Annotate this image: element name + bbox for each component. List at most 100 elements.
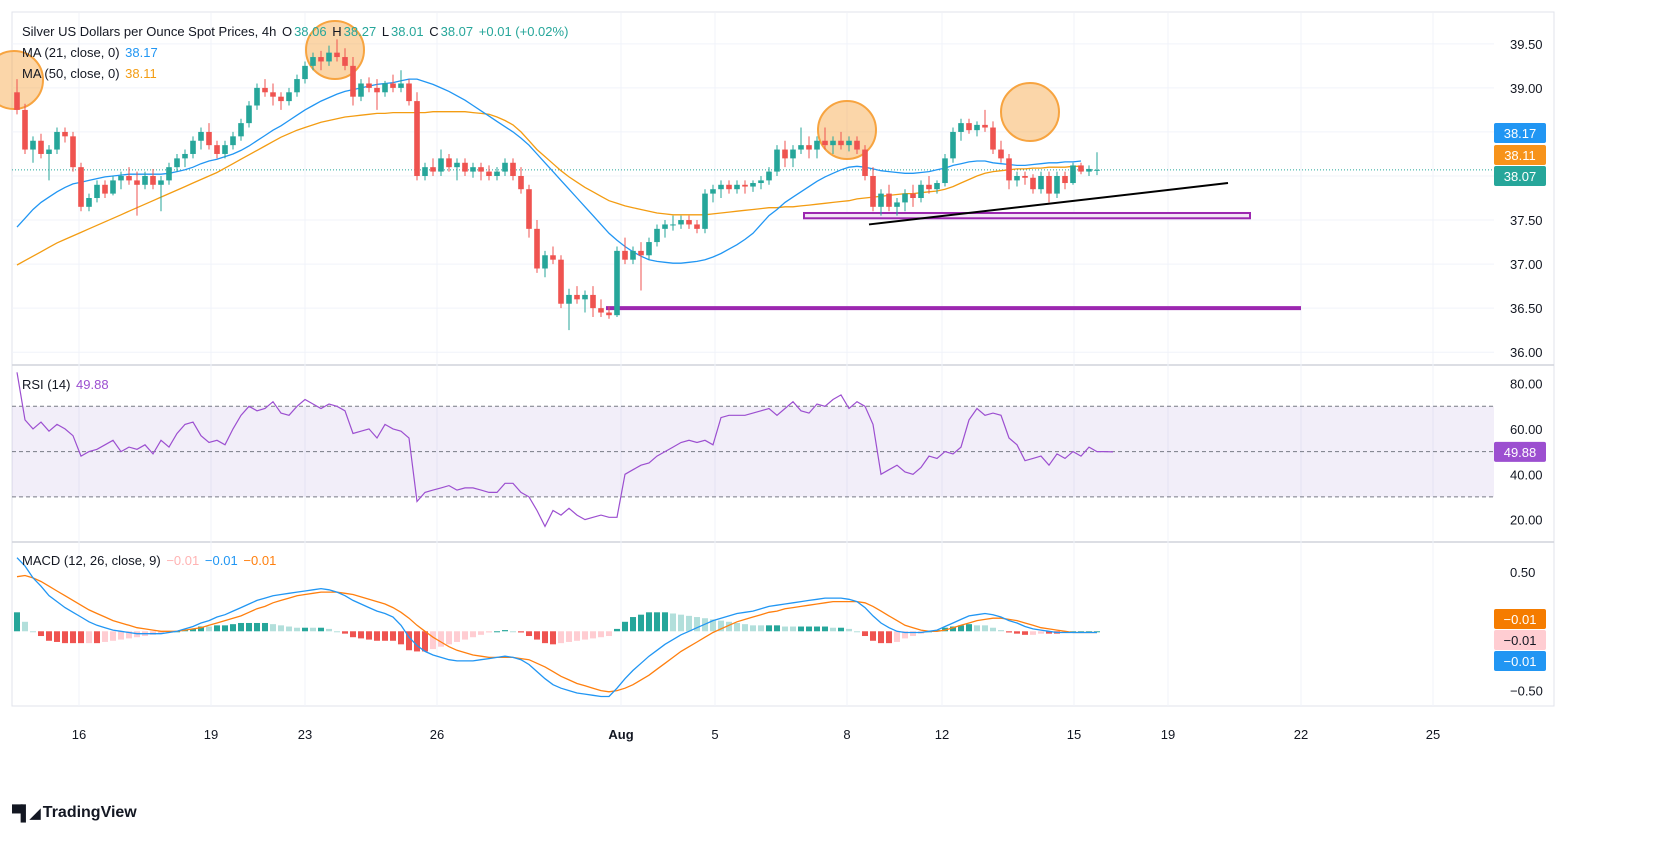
candle — [110, 180, 116, 194]
ma50-legend[interactable]: MA (50, close, 0) 38.11 — [22, 66, 159, 81]
candle — [750, 183, 756, 187]
candle — [342, 57, 348, 66]
macd-histogram-bar — [862, 631, 868, 637]
candle — [462, 162, 468, 172]
candle — [926, 184, 932, 190]
rsi-value: 49.88 — [76, 377, 109, 392]
candle — [782, 149, 788, 159]
macd-line — [16, 557, 1097, 698]
candle — [406, 83, 412, 102]
candle — [358, 83, 364, 97]
candle — [502, 162, 508, 172]
macd-histogram-bar — [798, 626, 804, 632]
macd-line-value: −0.01 — [204, 553, 238, 568]
macd-histogram-bar — [958, 625, 964, 632]
macd-histogram-bar — [598, 631, 604, 638]
candle — [734, 184, 740, 190]
candle — [1022, 175, 1028, 178]
macd-histogram-bar — [334, 631, 340, 633]
macd-histogram-bar — [806, 626, 812, 632]
macd-legend[interactable]: MACD (12, 26, close, 9) −0.01 −0.01 −0.0… — [22, 553, 278, 568]
candle — [774, 149, 780, 172]
rsi-badge-label: 49.88 — [1504, 445, 1537, 460]
x-tick-label: 5 — [711, 727, 718, 742]
candle — [886, 193, 892, 207]
candle — [582, 294, 588, 300]
candle — [566, 294, 572, 304]
ma21-legend[interactable]: MA (21, close, 0) 38.17 — [22, 45, 160, 60]
symbol-title[interactable]: Silver US Dollars per Ounce Spot Prices,… — [22, 24, 277, 39]
candle — [630, 250, 636, 260]
candle — [134, 180, 140, 185]
candle — [614, 250, 620, 316]
macd-histogram-bar — [70, 631, 76, 644]
macd-histogram-bar — [670, 613, 676, 632]
price-badge-label: 38.17 — [1504, 126, 1537, 141]
macd-histogram-bar — [782, 626, 788, 632]
candle — [878, 193, 884, 207]
highlight-circle — [1000, 82, 1060, 142]
candle — [958, 123, 964, 132]
macd-histogram-bar — [614, 628, 620, 632]
candle — [30, 140, 36, 150]
macd-histogram-bar — [430, 631, 436, 650]
macd-histogram-bar — [566, 631, 572, 642]
tradingview-logo-icon: ▀▌◢ — [12, 805, 41, 822]
macd-histogram-bar — [294, 627, 300, 632]
macd-histogram-bar — [966, 624, 972, 632]
macd-histogram-bar — [46, 631, 52, 641]
y-tick-label: 0.50 — [1510, 565, 1535, 580]
macd-histogram-bar — [398, 631, 404, 645]
macd-histogram-bar — [550, 631, 556, 645]
candle — [430, 167, 436, 172]
macd-badge — [1494, 630, 1546, 650]
macd-histogram-bar — [654, 612, 660, 632]
macd-histogram-bar — [246, 622, 252, 632]
candle — [790, 149, 796, 159]
candle — [326, 52, 332, 62]
ohlc-high-value: 38.27 — [343, 24, 377, 39]
candle — [78, 167, 84, 207]
ohlc-high-label: H — [332, 24, 342, 39]
macd-histogram-bar — [886, 631, 892, 644]
y-tick-label: 80.00 — [1510, 377, 1543, 392]
tradingview-brand[interactable]: ▀▌◢ TradingView — [12, 804, 137, 822]
macd-histogram-bar — [22, 621, 28, 632]
macd-histogram-bar — [126, 631, 132, 639]
macd-histogram-bar — [998, 630, 1004, 632]
candle — [150, 175, 156, 185]
candle — [998, 149, 1004, 159]
x-tick-label: 16 — [72, 727, 86, 742]
y-tick-label: 39.00 — [1510, 81, 1543, 96]
candle — [470, 167, 476, 172]
ma50-value: 38.11 — [125, 66, 157, 81]
candle — [846, 140, 852, 146]
macd-histogram-bar — [422, 631, 428, 652]
macd-histogram-bar — [118, 631, 124, 640]
candle — [590, 294, 596, 309]
candle — [1086, 168, 1092, 172]
candle — [182, 153, 188, 159]
macd-histogram-bar — [254, 622, 260, 632]
macd-histogram-bar — [526, 631, 532, 637]
macd-histogram-bar — [238, 622, 244, 632]
ohlc-low-value: 38.01 — [391, 24, 424, 39]
candle — [398, 83, 404, 88]
rsi-legend[interactable]: RSI (14) 49.88 — [22, 377, 111, 392]
candle — [126, 175, 132, 181]
ohlc-open-value: 38.06 — [294, 24, 327, 39]
candle — [46, 149, 52, 154]
ohlc-close-value: 38.07 — [440, 24, 474, 39]
candle — [622, 250, 628, 260]
macd-histogram-bar — [758, 625, 764, 632]
candle — [422, 167, 428, 176]
macd-histogram-bar — [838, 627, 844, 632]
macd-histogram-bar — [854, 631, 860, 633]
candle — [1062, 175, 1068, 184]
candle — [670, 224, 676, 226]
candle — [262, 87, 268, 93]
highlight-circle — [0, 50, 44, 110]
macd-histogram-bar — [622, 621, 628, 632]
